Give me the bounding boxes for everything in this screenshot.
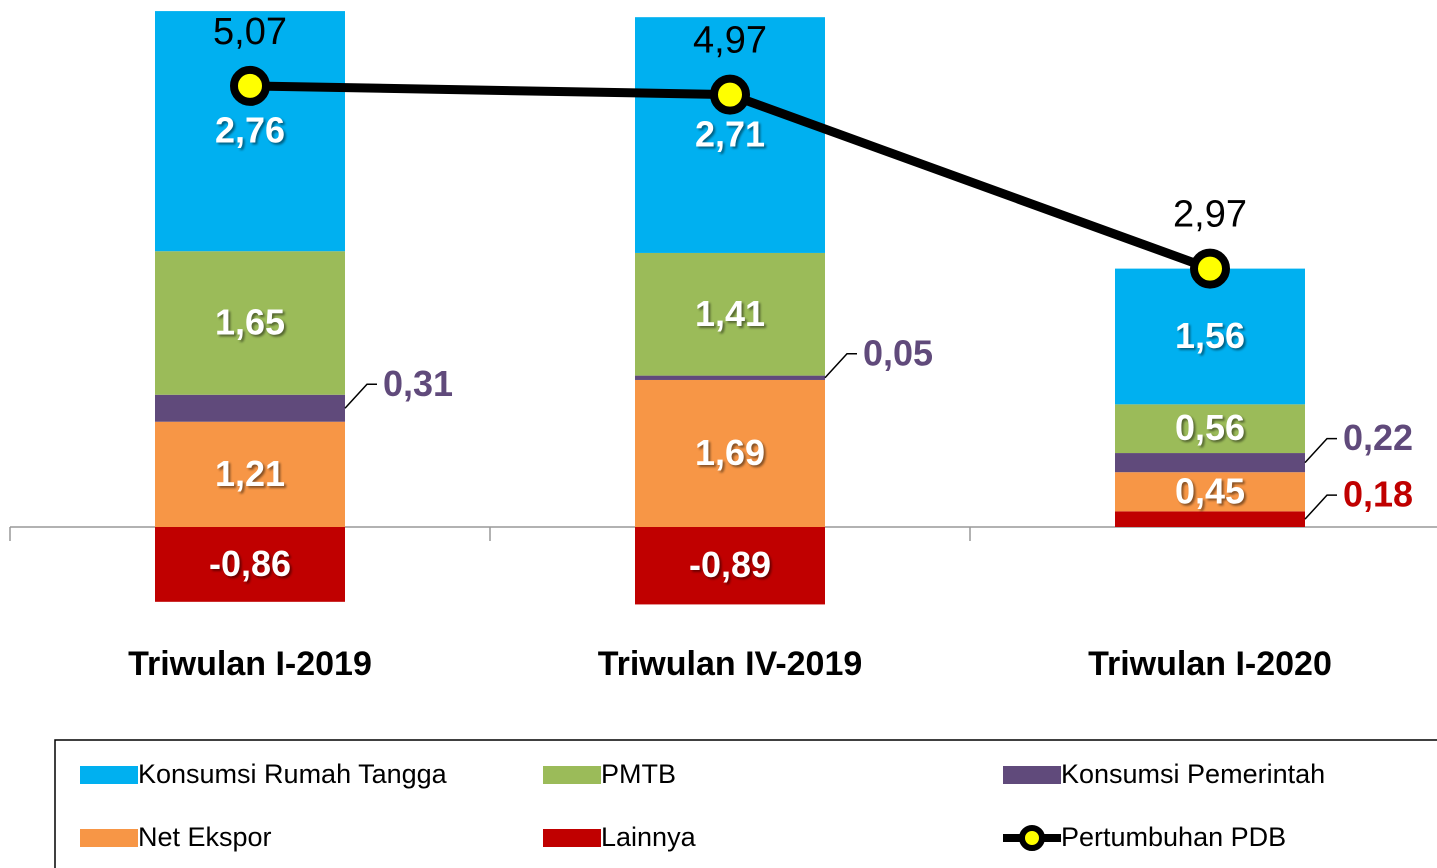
bar-segment <box>1115 511 1305 527</box>
x-tick-label: Triwulan IV-2019 <box>598 645 863 683</box>
data-label: -0,86 <box>209 543 291 584</box>
legend-label: Pertumbuhan PDB <box>1061 822 1286 852</box>
data-label: 1,21 <box>215 453 285 494</box>
data-label: 1,65 <box>215 302 285 343</box>
bar-segment <box>1115 472 1305 512</box>
legend-label: Konsumsi Rumah Tangga <box>138 759 448 789</box>
data-label: 0,56 <box>1175 407 1245 448</box>
bar-segment <box>635 375 825 380</box>
bar-segment <box>635 252 825 376</box>
legend-swatch <box>543 766 601 784</box>
data-label: 0,18 <box>1343 474 1413 515</box>
data-label: 1,56 <box>1175 315 1245 356</box>
legend-swatch <box>1019 825 1045 851</box>
bar-segment <box>155 527 345 602</box>
x-tick-label: Triwulan I-2020 <box>1088 645 1332 683</box>
legend-box <box>54 739 1437 868</box>
line-marker <box>230 65 270 106</box>
bar-segment <box>635 527 825 605</box>
data-label: 0,31 <box>383 363 453 404</box>
legend-label: Net Ekspor <box>138 822 272 852</box>
legend-label: Lainnya <box>601 822 697 852</box>
x-tick-label: Triwulan I-2019 <box>128 645 372 683</box>
legend-swatch <box>543 829 601 847</box>
legend-swatch <box>80 829 138 847</box>
leader-line <box>344 383 377 409</box>
bar-segment <box>155 251 345 395</box>
data-label: 2,76 <box>215 110 285 151</box>
data-label: 1,69 <box>695 432 765 473</box>
leader-line <box>1304 437 1337 464</box>
leader-line <box>1304 494 1337 520</box>
data-label: 2,71 <box>695 114 765 155</box>
bar-segment <box>155 421 345 527</box>
bar-segment <box>1115 453 1305 473</box>
data-label: 1,41 <box>695 293 765 334</box>
data-label: 0,45 <box>1175 470 1245 511</box>
line-marker <box>710 74 750 115</box>
bar-segment <box>635 17 825 253</box>
point-label: 4,97 <box>693 20 767 62</box>
line-marker <box>1190 248 1230 289</box>
leader-line <box>824 353 857 379</box>
bar-segment <box>155 11 345 252</box>
point-label: 5,07 <box>213 11 287 53</box>
data-label: 0,22 <box>1343 417 1413 458</box>
bar-segment <box>155 394 345 422</box>
bar-segment <box>1115 404 1305 454</box>
point-label: 2,97 <box>1173 194 1247 236</box>
legend-label: PMTB <box>601 759 676 789</box>
bar-segment <box>635 379 825 527</box>
bar-segment <box>1115 268 1305 405</box>
legend-swatch <box>1003 766 1061 784</box>
legend-swatch <box>80 766 138 784</box>
data-label: -0,89 <box>689 544 771 585</box>
legend-label: Konsumsi Pemerintah <box>1061 759 1325 789</box>
data-label: 0,05 <box>863 332 933 373</box>
